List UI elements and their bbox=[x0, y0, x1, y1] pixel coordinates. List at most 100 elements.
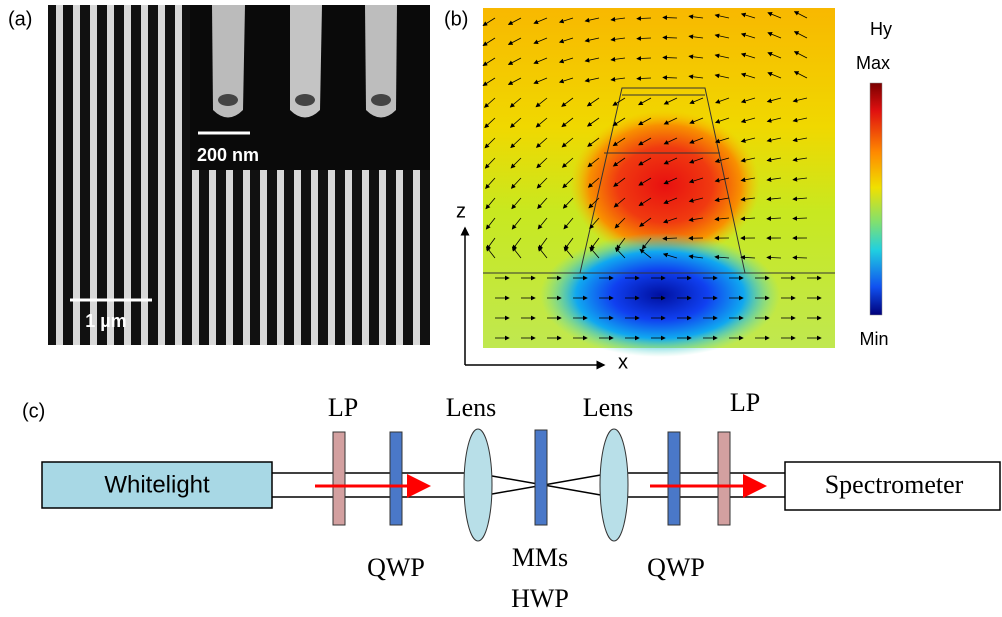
arrow bbox=[662, 35, 678, 40]
arrow bbox=[587, 157, 600, 168]
axis-label: x bbox=[618, 351, 628, 373]
arrow bbox=[689, 97, 704, 105]
arrow bbox=[510, 177, 522, 189]
arrow bbox=[662, 252, 678, 259]
arrow bbox=[484, 117, 496, 129]
arrow bbox=[740, 157, 756, 163]
arrow bbox=[688, 217, 704, 222]
arrow bbox=[792, 157, 808, 162]
arrow bbox=[562, 177, 574, 189]
arrow bbox=[766, 137, 782, 143]
arrow bbox=[536, 157, 548, 169]
arrow bbox=[562, 197, 574, 209]
nanowire bbox=[260, 170, 267, 345]
optic-label: Lens bbox=[446, 393, 497, 422]
arrow bbox=[767, 32, 782, 39]
arrow bbox=[482, 57, 496, 66]
arrow bbox=[740, 97, 756, 104]
arrow bbox=[535, 137, 548, 148]
arrow bbox=[533, 37, 548, 45]
nanowire bbox=[192, 170, 199, 345]
arrow bbox=[485, 177, 496, 189]
arrow bbox=[537, 217, 548, 230]
arrow bbox=[792, 196, 808, 202]
arrow bbox=[766, 97, 782, 103]
arrow bbox=[558, 37, 574, 44]
nanowire bbox=[56, 5, 63, 345]
source-label: Whitelight bbox=[104, 471, 210, 498]
nanowire bbox=[328, 170, 335, 345]
panel-label: (c) bbox=[22, 400, 45, 422]
arrow bbox=[740, 255, 756, 260]
optic-label: MMs bbox=[512, 543, 568, 572]
arrow bbox=[663, 97, 678, 105]
arrow bbox=[509, 97, 522, 108]
nanowire bbox=[158, 5, 165, 345]
field-arrows bbox=[482, 11, 822, 341]
arrow bbox=[507, 17, 522, 25]
arrow bbox=[636, 16, 652, 21]
nanowire bbox=[396, 170, 403, 345]
arrow bbox=[558, 17, 574, 24]
optic-label: HWP bbox=[511, 584, 569, 613]
arrow bbox=[714, 117, 730, 124]
arrow bbox=[766, 255, 782, 260]
panel-label: (a) bbox=[8, 8, 32, 30]
nanowire bbox=[124, 5, 131, 345]
arrow bbox=[561, 117, 574, 128]
arrow bbox=[793, 51, 808, 59]
arrow bbox=[767, 72, 782, 79]
arrow bbox=[614, 217, 626, 229]
arrow bbox=[740, 72, 756, 79]
arrow bbox=[792, 97, 808, 103]
arrow bbox=[714, 157, 730, 164]
arrow bbox=[662, 217, 678, 224]
arrow bbox=[689, 137, 704, 144]
arrow bbox=[662, 75, 678, 80]
nanowire bbox=[277, 170, 284, 345]
arrow bbox=[688, 74, 704, 80]
arrow bbox=[612, 117, 626, 126]
arrow bbox=[587, 137, 600, 147]
arrow bbox=[614, 247, 626, 259]
arrow bbox=[535, 117, 548, 128]
arrow bbox=[766, 177, 782, 182]
arrow bbox=[792, 117, 808, 123]
arrow bbox=[537, 246, 548, 259]
arrow bbox=[688, 197, 704, 203]
arrow bbox=[558, 77, 574, 84]
arrow bbox=[793, 11, 808, 19]
arrow bbox=[588, 197, 600, 209]
arrow bbox=[767, 52, 782, 59]
arrow bbox=[558, 57, 574, 64]
optic-label: LP bbox=[730, 388, 760, 417]
arrow bbox=[589, 217, 600, 230]
arrow bbox=[740, 216, 756, 222]
arrow bbox=[511, 217, 522, 230]
arrow bbox=[688, 14, 704, 20]
arrow bbox=[740, 177, 756, 183]
arrow bbox=[610, 16, 626, 22]
arrow bbox=[663, 177, 678, 185]
axes bbox=[460, 226, 606, 370]
arrow bbox=[638, 137, 652, 146]
arrow bbox=[663, 197, 678, 205]
arrow bbox=[688, 254, 704, 260]
scale-label: 200 nm bbox=[197, 145, 259, 165]
arrow bbox=[638, 157, 652, 166]
nanowire bbox=[209, 170, 216, 345]
arrow bbox=[662, 55, 678, 60]
arrow bbox=[610, 76, 626, 82]
arrow bbox=[689, 117, 704, 124]
nanowire bbox=[73, 5, 80, 345]
arrow bbox=[485, 197, 496, 210]
arrow bbox=[662, 236, 678, 241]
arrow bbox=[688, 54, 704, 60]
arrow bbox=[586, 117, 600, 127]
arrow bbox=[792, 176, 808, 182]
arrow bbox=[561, 97, 574, 107]
nanowire bbox=[413, 170, 420, 345]
arrow bbox=[688, 34, 704, 40]
arrow bbox=[510, 157, 522, 169]
arrow bbox=[536, 177, 548, 189]
